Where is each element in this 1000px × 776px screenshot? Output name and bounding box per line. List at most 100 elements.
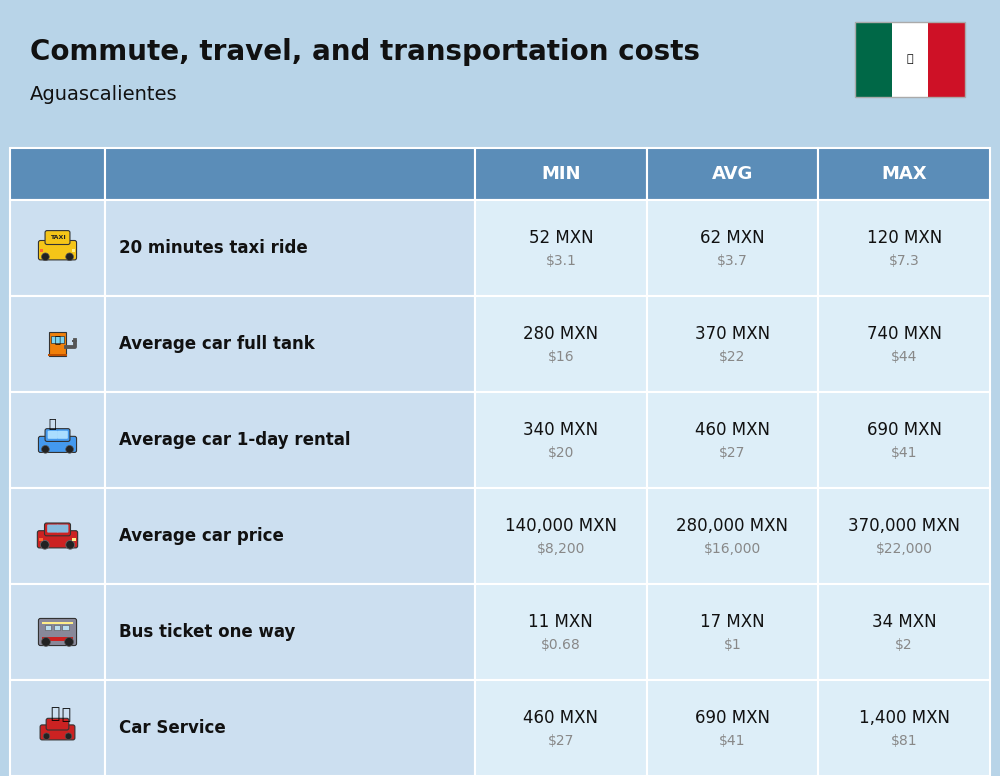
Circle shape xyxy=(66,445,73,453)
Text: Car Service: Car Service xyxy=(119,719,226,737)
Text: 340 MXN: 340 MXN xyxy=(523,421,598,439)
Text: $20: $20 xyxy=(548,446,574,460)
Bar xyxy=(72,249,75,252)
Bar xyxy=(647,584,818,680)
Bar xyxy=(818,584,990,680)
FancyBboxPatch shape xyxy=(48,431,58,438)
Text: 690 MXN: 690 MXN xyxy=(867,421,942,439)
Text: $7.3: $7.3 xyxy=(889,254,920,268)
Text: 62 MXN: 62 MXN xyxy=(700,229,765,247)
Bar xyxy=(10,200,105,296)
Bar xyxy=(105,488,475,584)
Text: 🦅: 🦅 xyxy=(907,54,913,64)
Circle shape xyxy=(42,445,49,453)
Bar xyxy=(475,584,647,680)
Bar xyxy=(39,539,43,541)
Bar xyxy=(928,22,965,97)
Bar xyxy=(818,148,990,200)
Text: $22,000: $22,000 xyxy=(876,542,933,556)
Bar xyxy=(10,296,105,392)
FancyBboxPatch shape xyxy=(38,241,77,260)
Text: 11 MXN: 11 MXN xyxy=(528,613,593,631)
Text: $0.68: $0.68 xyxy=(541,638,581,652)
Bar xyxy=(818,200,990,296)
Bar xyxy=(10,680,105,776)
Text: TAXI: TAXI xyxy=(50,235,65,240)
Text: 20 minutes taxi ride: 20 minutes taxi ride xyxy=(119,239,308,257)
FancyBboxPatch shape xyxy=(45,230,70,244)
Bar xyxy=(892,22,928,97)
Bar xyxy=(105,680,475,776)
Bar xyxy=(647,392,818,488)
Bar xyxy=(475,680,647,776)
Text: $41: $41 xyxy=(719,734,746,748)
Bar xyxy=(72,340,77,342)
Text: $8,200: $8,200 xyxy=(537,542,585,556)
Bar xyxy=(647,200,818,296)
Text: 34 MXN: 34 MXN xyxy=(872,613,936,631)
Text: $16,000: $16,000 xyxy=(704,542,761,556)
Bar xyxy=(475,200,647,296)
Bar xyxy=(818,392,990,488)
Text: 690 MXN: 690 MXN xyxy=(695,709,770,727)
Text: 120 MXN: 120 MXN xyxy=(867,229,942,247)
Text: 52 MXN: 52 MXN xyxy=(529,229,593,247)
Bar xyxy=(818,680,990,776)
Text: $44: $44 xyxy=(891,350,917,364)
Text: 460 MXN: 460 MXN xyxy=(523,709,598,727)
Text: $27: $27 xyxy=(719,446,746,460)
Bar xyxy=(105,584,475,680)
Bar xyxy=(475,488,647,584)
Text: 🔧: 🔧 xyxy=(51,706,60,721)
Bar xyxy=(10,148,105,200)
Bar xyxy=(48,354,67,356)
Bar xyxy=(818,488,990,584)
Bar xyxy=(10,584,105,680)
Bar xyxy=(72,539,76,541)
Circle shape xyxy=(43,733,50,740)
Bar xyxy=(105,200,475,296)
Circle shape xyxy=(66,540,75,549)
Text: 740 MXN: 740 MXN xyxy=(867,325,942,343)
Circle shape xyxy=(40,540,49,549)
Text: $27: $27 xyxy=(548,734,574,748)
Text: Commute, travel, and transportation costs: Commute, travel, and transportation cost… xyxy=(30,38,700,66)
Bar xyxy=(62,625,69,630)
Bar xyxy=(647,680,818,776)
Circle shape xyxy=(42,253,49,261)
Text: AVG: AVG xyxy=(712,165,753,183)
Text: 140,000 MXN: 140,000 MXN xyxy=(505,517,617,535)
Text: Average car full tank: Average car full tank xyxy=(119,335,315,353)
Bar xyxy=(42,637,73,641)
FancyBboxPatch shape xyxy=(38,436,77,452)
Text: Average car price: Average car price xyxy=(119,527,284,545)
Bar xyxy=(475,392,647,488)
Text: $1: $1 xyxy=(724,638,741,652)
Text: 370 MXN: 370 MXN xyxy=(695,325,770,343)
FancyBboxPatch shape xyxy=(46,719,69,730)
Bar xyxy=(855,22,892,97)
Text: $22: $22 xyxy=(719,350,746,364)
FancyBboxPatch shape xyxy=(45,428,70,442)
Circle shape xyxy=(65,638,73,646)
FancyBboxPatch shape xyxy=(40,725,75,740)
Text: 370,000 MXN: 370,000 MXN xyxy=(848,517,960,535)
Bar xyxy=(475,148,647,200)
Bar xyxy=(105,296,475,392)
Bar xyxy=(49,331,66,356)
Bar xyxy=(10,392,105,488)
Text: $3.7: $3.7 xyxy=(717,254,748,268)
Bar xyxy=(40,249,43,252)
Text: $2: $2 xyxy=(895,638,913,652)
FancyBboxPatch shape xyxy=(38,618,77,646)
Text: MAX: MAX xyxy=(881,165,927,183)
Text: 460 MXN: 460 MXN xyxy=(695,421,770,439)
Text: Bus ticket one way: Bus ticket one way xyxy=(119,623,295,641)
Bar xyxy=(818,296,990,392)
Text: Aguascalientes: Aguascalientes xyxy=(30,85,178,105)
Text: $16: $16 xyxy=(548,350,574,364)
Text: 1,400 MXN: 1,400 MXN xyxy=(859,709,950,727)
FancyBboxPatch shape xyxy=(44,523,70,535)
Bar xyxy=(855,22,965,97)
Bar xyxy=(647,488,818,584)
